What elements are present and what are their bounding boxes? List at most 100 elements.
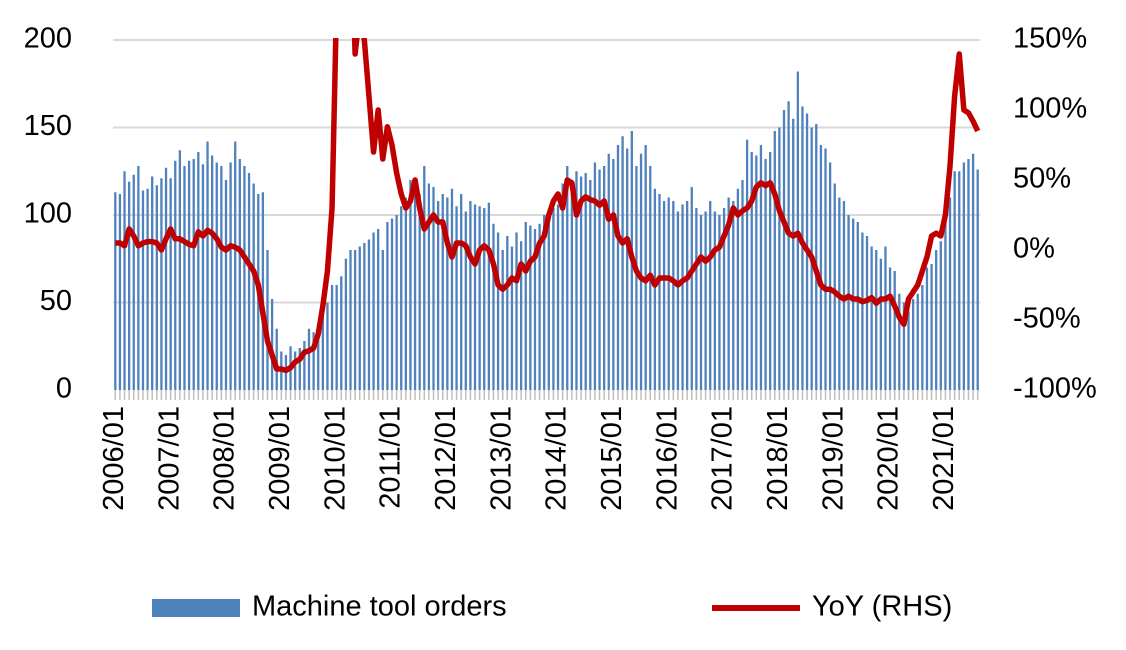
bar (607, 153, 610, 390)
bar (672, 201, 675, 390)
bar (879, 258, 883, 390)
bar (718, 215, 721, 390)
y-tick-label: 200 (24, 23, 72, 55)
y2-tick-label: 100% (1013, 93, 1087, 125)
bar (898, 293, 901, 390)
x-tick-label: 2016/01 (651, 406, 683, 511)
bar (602, 166, 606, 390)
x-tick-label: 2020/01 (873, 406, 905, 511)
bar (294, 351, 297, 390)
bar (247, 173, 251, 390)
bar (464, 211, 467, 390)
x-tick-label: 2007/01 (153, 406, 185, 511)
bar (616, 145, 620, 390)
bar (404, 197, 407, 390)
bar (160, 178, 163, 390)
bar (653, 188, 657, 390)
bar (450, 188, 454, 390)
bar (824, 148, 827, 390)
bar (460, 194, 463, 390)
bar (787, 101, 790, 390)
bar (911, 299, 915, 390)
bar (390, 218, 394, 390)
y2-tick-label: -100% (1013, 373, 1097, 405)
bar (363, 243, 366, 390)
bar (755, 155, 758, 390)
bar (446, 197, 449, 390)
y2-tick-label: -50% (1013, 303, 1081, 335)
bar (773, 131, 776, 390)
x-tick-label: 2010/01 (319, 406, 351, 511)
bar (137, 166, 140, 390)
bar (916, 293, 919, 390)
x-tick-label: 2011/01 (375, 406, 407, 509)
bar (197, 152, 200, 390)
bar (732, 201, 735, 390)
bar (344, 258, 348, 390)
bar (270, 299, 274, 390)
bar (261, 192, 265, 390)
bar (939, 241, 942, 390)
bar (644, 145, 647, 390)
bar (778, 127, 781, 390)
bar (958, 171, 961, 390)
line (115, 38, 981, 374)
bar (114, 192, 117, 390)
bar (529, 225, 532, 390)
bar (538, 223, 541, 390)
bar (483, 208, 486, 390)
x-tick-label: 2021/01 (928, 406, 960, 511)
bar (695, 208, 698, 390)
bar (252, 183, 255, 390)
bar (377, 229, 380, 390)
bar (427, 183, 431, 390)
bar (769, 152, 772, 390)
bar (593, 162, 597, 390)
bar (174, 160, 177, 390)
bar (676, 211, 680, 390)
bar (234, 141, 237, 390)
bar (662, 201, 666, 390)
x-tick-label: 2015/01 (596, 406, 628, 511)
bar (888, 267, 892, 390)
bar (792, 118, 795, 390)
bar (861, 232, 864, 390)
bar (944, 215, 947, 390)
bar (487, 202, 491, 390)
bar (547, 215, 550, 390)
bar (229, 162, 232, 390)
bar (358, 246, 361, 390)
bar (575, 171, 578, 390)
bar (870, 246, 873, 390)
bar (736, 188, 740, 390)
legend-label: Machine tool orders (252, 591, 507, 623)
bar (566, 166, 569, 390)
bar (681, 204, 684, 390)
bar (842, 201, 846, 390)
bar (953, 171, 956, 390)
bar (178, 150, 182, 390)
bar (759, 145, 763, 390)
bar (409, 180, 412, 390)
y2-tick-label: 0% (1013, 233, 1055, 265)
bar (321, 316, 324, 390)
bar (556, 204, 560, 390)
bar (210, 155, 214, 390)
bar (598, 169, 601, 390)
y-tick-label: 150 (24, 110, 72, 142)
bar (727, 197, 730, 390)
x-tick-label: 2014/01 (541, 406, 573, 511)
bar (745, 139, 749, 390)
bar (298, 348, 301, 390)
bar (164, 167, 168, 390)
bar (118, 194, 122, 390)
bar (524, 222, 527, 390)
bar (506, 236, 509, 390)
bar (639, 153, 643, 390)
bar (856, 222, 859, 390)
bar (667, 197, 670, 390)
bar (386, 222, 389, 390)
bar (884, 246, 887, 390)
bar (127, 181, 131, 390)
